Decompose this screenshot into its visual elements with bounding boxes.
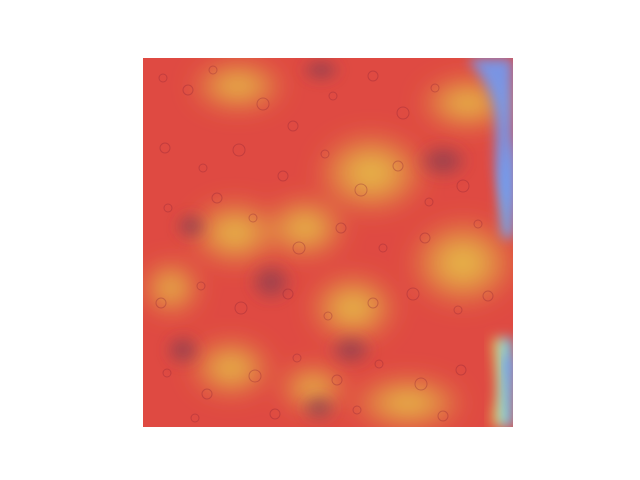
heatmap-svg <box>143 58 513 427</box>
cell-texture <box>155 65 494 423</box>
dark-clusters <box>163 58 471 424</box>
right-cool-top <box>443 58 513 238</box>
right-blue-top <box>468 58 513 233</box>
right-blue-bottom <box>503 358 513 427</box>
heatmap-image <box>143 58 513 427</box>
warm-regions <box>143 60 513 427</box>
